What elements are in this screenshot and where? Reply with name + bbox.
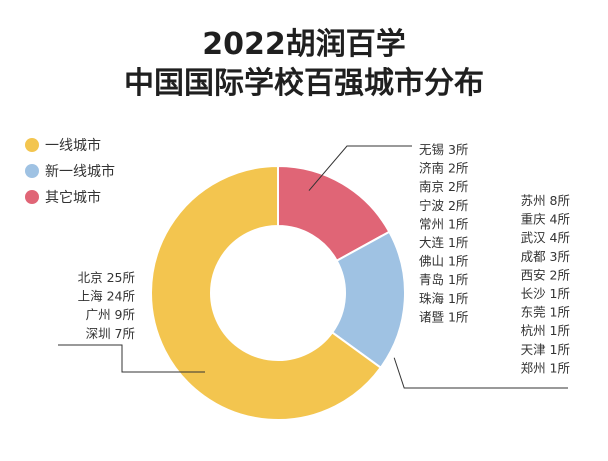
city-label: 南京 2所 bbox=[419, 179, 468, 194]
legend-label: 新一线城市 bbox=[45, 163, 115, 180]
city-label: 长沙 1所 bbox=[521, 286, 570, 301]
city-label: 济南 2所 bbox=[419, 161, 468, 176]
city-label: 东莞 1所 bbox=[521, 305, 570, 320]
city-label: 北京 25所 bbox=[78, 270, 135, 285]
donut-slice bbox=[150, 164, 383, 421]
chart-title-line2: 中国国际学校百强城市分布 bbox=[124, 66, 484, 101]
city-label: 苏州 8所 bbox=[521, 193, 570, 208]
city-label: 珠海 1所 bbox=[419, 291, 468, 306]
city-label: 青岛 1所 bbox=[419, 272, 468, 287]
legend-swatch bbox=[25, 138, 39, 152]
legend-label: 其它城市 bbox=[45, 189, 101, 206]
city-label: 宁波 2所 bbox=[419, 198, 468, 213]
legend-label: 一线城市 bbox=[45, 137, 101, 154]
city-label: 常州 1所 bbox=[419, 216, 468, 231]
city-label: 上海 24所 bbox=[78, 289, 135, 304]
city-label: 诸暨 1所 bbox=[419, 309, 468, 324]
city-label: 深圳 7所 bbox=[86, 326, 135, 341]
city-label: 大连 1所 bbox=[419, 235, 468, 250]
city-label: 天津 1所 bbox=[521, 342, 570, 357]
city-label: 佛山 1所 bbox=[419, 254, 468, 269]
city-label: 西安 2所 bbox=[521, 267, 570, 282]
city-label: 郑州 1所 bbox=[521, 360, 570, 375]
legend-swatch bbox=[25, 164, 39, 178]
leader-line bbox=[58, 344, 205, 373]
city-label: 成都 3所 bbox=[521, 249, 570, 264]
legend-swatch bbox=[25, 190, 39, 204]
city-label: 重庆 4所 bbox=[521, 212, 570, 227]
donut-slices bbox=[150, 164, 406, 421]
chart-title-line1: 2022胡润百学 bbox=[202, 27, 406, 62]
leader-line bbox=[393, 357, 568, 389]
city-label: 无锡 3所 bbox=[419, 142, 468, 157]
leader-line bbox=[308, 145, 412, 191]
leader-lines bbox=[58, 145, 568, 389]
city-label: 广州 9所 bbox=[86, 307, 135, 322]
city-label: 武汉 4所 bbox=[521, 230, 570, 245]
city-label: 杭州 1所 bbox=[521, 323, 570, 338]
